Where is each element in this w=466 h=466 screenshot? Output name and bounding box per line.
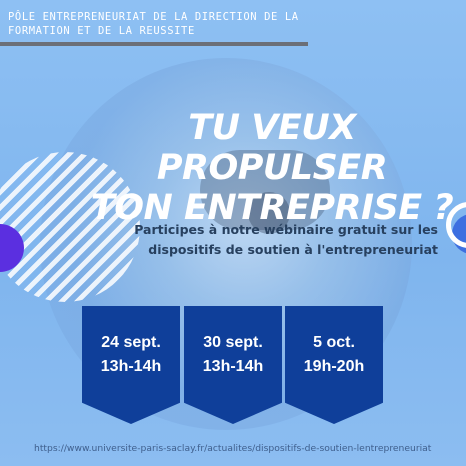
session-card-1: 24 sept. 13h-14h — [82, 306, 180, 424]
webinar-subtitle: Participes à notre wébinaire gratuit sur… — [128, 220, 438, 260]
photo-detail-knob — [248, 192, 290, 234]
session-time: 19h-20h — [303, 358, 365, 375]
session-time: 13h-14h — [100, 358, 162, 375]
photo-detail — [200, 150, 330, 230]
footer-url-link[interactable]: https://www.universite-paris-saclay.fr/a… — [34, 443, 432, 454]
session-card-3: 5 oct. 19h-20h — [285, 306, 383, 424]
organization-header: PÔLE ENTREPRENEURIAT DE LA DIRECTION DE … — [8, 11, 299, 37]
header-divider — [0, 42, 308, 46]
headline: TU VEUX PROPULSER TON ENTREPRISE ? — [82, 108, 462, 228]
subtitle-line-1: Participes à notre wébinaire gratuit sur… — [134, 222, 438, 237]
session-date: 30 sept. — [203, 334, 263, 351]
subtitle-line-2: dispositifs de soutien à l'entrepreneuri… — [148, 242, 438, 257]
headline-line-2: TON ENTREPRISE ? — [90, 188, 454, 228]
session-time: 13h-14h — [202, 358, 264, 375]
session-card-2: 30 sept. 13h-14h — [184, 306, 282, 424]
session-date: 5 oct. — [313, 334, 355, 351]
striped-circle-decoration — [0, 152, 140, 302]
session-date: 24 sept. — [101, 334, 161, 351]
headline-line-1: TU VEUX PROPULSER — [156, 108, 388, 188]
